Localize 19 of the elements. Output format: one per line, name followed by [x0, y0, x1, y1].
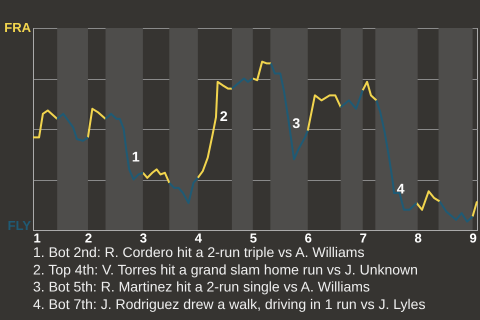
x-tick-label: 2	[84, 230, 92, 246]
x-tick-label: 3	[140, 230, 148, 246]
text: FRA	[4, 20, 32, 35]
text: 3. Bot 5th: R. Martinez hit a 2-run single vs A. Williams	[33, 278, 370, 295]
annotation: 3	[292, 114, 300, 131]
text: 2. Top 4th: V. Torres hit a grand slam home run vs J. Unknown	[33, 261, 418, 278]
text: 4. Bot 7th: J. Rodriguez drew a walk, driving in 1 run vs J. Lyles	[33, 296, 426, 312]
x-tick-label: 6	[304, 230, 312, 246]
x-tick-label: 4	[194, 230, 203, 246]
annotation: 4	[396, 180, 405, 197]
x-tick-label: 8	[414, 230, 422, 246]
text: FLY	[8, 218, 32, 233]
annotation: 2	[220, 108, 228, 124]
annotation: 1	[132, 148, 140, 165]
text: 1. Bot 2nd: R. Cordero hit a 2-run triple vs A. Williams	[33, 244, 364, 260]
x-tick-label: 9	[469, 230, 477, 246]
x-tick-label: 5	[250, 230, 257, 246]
x-tick-label: 7	[360, 230, 367, 246]
x-tick-label: 1	[34, 230, 41, 246]
